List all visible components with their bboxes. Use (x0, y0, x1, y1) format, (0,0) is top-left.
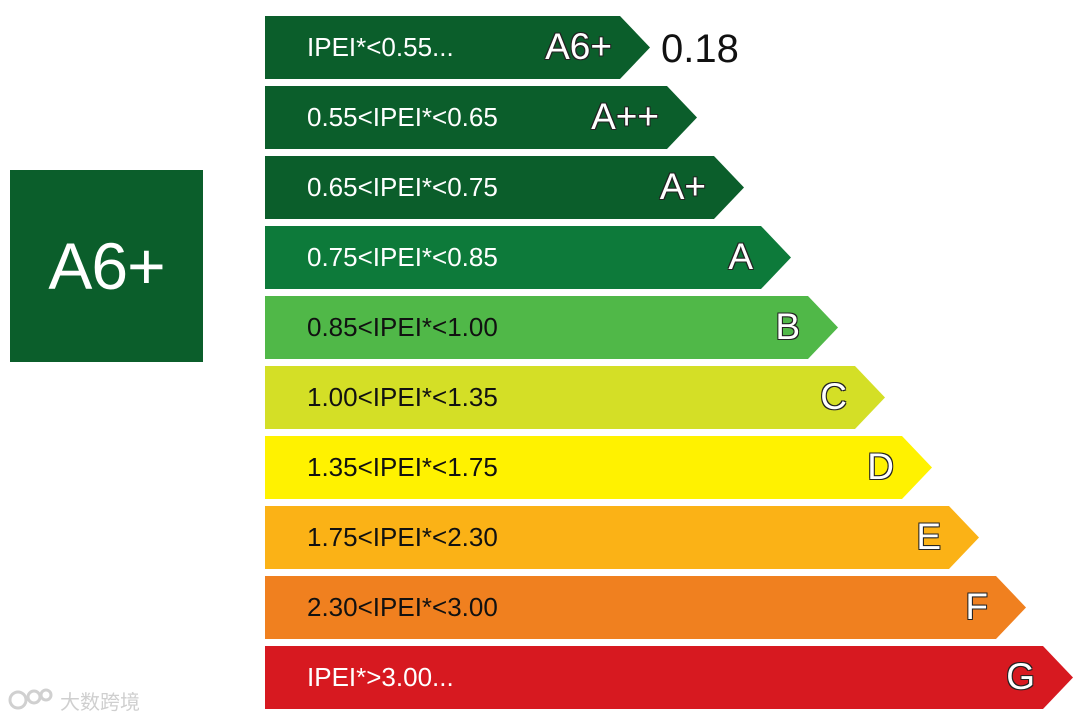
bar-arrow-shape (265, 226, 791, 289)
bar-grade-label: E (916, 516, 941, 557)
bar-range-label: 0.75<IPEI*<0.85 (307, 242, 498, 272)
bar-range-label: IPEI*<0.55... (307, 32, 454, 62)
scale-bar-aplusplus: 0.55<IPEI*<0.65 A++ (265, 86, 697, 149)
bar-arrow-shape (265, 86, 697, 149)
bar-grade-label: F (965, 586, 988, 627)
bar-grade-label: A+ (659, 166, 706, 207)
scale-bar-e: 1.75<IPEI*<2.30 E (265, 506, 979, 569)
watermark-logo-icon (8, 688, 53, 710)
bar-grade-label: D (867, 446, 894, 487)
scale-bar-b: 0.85<IPEI*<1.00 B (265, 296, 838, 359)
bar-arrow-shape (265, 646, 1073, 709)
bar-grade-label: A (728, 236, 753, 277)
bar-range-label: IPEI*>3.00... (307, 662, 454, 692)
rating-label: A6+ (48, 229, 165, 303)
scale-bar-g: IPEI*>3.00... G (265, 646, 1073, 709)
bar-grade-label: A++ (591, 96, 659, 137)
bar-grade-label: C (820, 376, 847, 417)
current-value: 0.18 (661, 27, 739, 71)
bar-range-label: 0.55<IPEI*<0.65 (307, 102, 498, 132)
watermark: 大数跨境 (8, 683, 140, 717)
scale-bar-aplus: 0.65<IPEI*<0.75 A+ (265, 156, 744, 219)
bar-grade-label: A6+ (545, 26, 612, 67)
bar-grade-label: B (775, 306, 800, 347)
bar-range-label: 2.30<IPEI*<3.00 (307, 592, 498, 622)
bar-arrow-shape (265, 436, 932, 499)
bar-range-label: 1.00<IPEI*<1.35 (307, 382, 498, 412)
bar-range-label: 1.75<IPEI*<2.30 (307, 522, 498, 552)
bar-range-label: 0.65<IPEI*<0.75 (307, 172, 498, 202)
scale-bar-c: 1.00<IPEI*<1.35 C (265, 366, 885, 429)
bar-arrow-shape (265, 506, 979, 569)
bar-arrow-shape (265, 16, 650, 79)
rating-badge: A6+ (10, 170, 203, 362)
scale-bar-f: 2.30<IPEI*<3.00 F (265, 576, 1026, 639)
bar-arrow-shape (265, 366, 885, 429)
watermark-text: 大数跨境 (60, 691, 140, 714)
bar-arrow-shape (265, 576, 1026, 639)
scale-bar-a: 0.75<IPEI*<0.85 A (265, 226, 791, 289)
bar-range-label: 0.85<IPEI*<1.00 (307, 312, 498, 342)
bar-arrow-shape (265, 156, 744, 219)
scale-bar-d: 1.35<IPEI*<1.75 D (265, 436, 932, 499)
bar-grade-label: G (1006, 656, 1035, 697)
bar-arrow-shape (265, 296, 838, 359)
bar-range-label: 1.35<IPEI*<1.75 (307, 452, 498, 482)
scale-bar-a6plus: IPEI*<0.55... A6+ (265, 16, 650, 79)
